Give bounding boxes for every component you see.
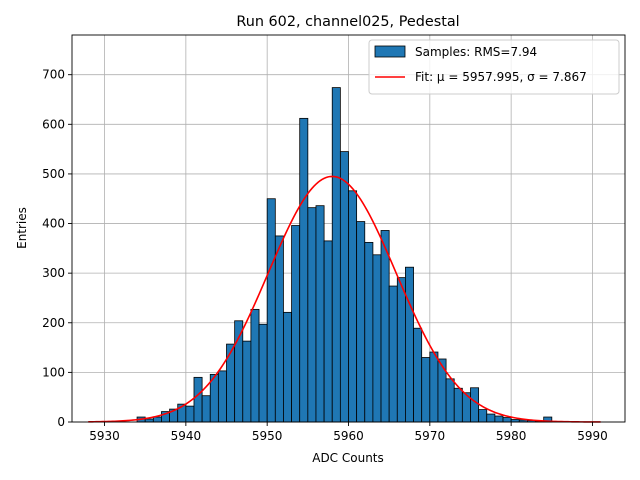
histogram-bar [348,190,358,423]
chart-title: Run 602, channel025, Pedestal [236,14,459,30]
y-tick-label: 500 [42,167,65,181]
legend: Samples: RMS=7.94 Fit: μ = 5957.995, σ =… [368,39,620,95]
y-tick-label: 100 [42,365,65,379]
histogram-bar [291,225,301,423]
x-tick-label: 5950 [252,429,283,443]
y-tick-label: 400 [42,217,65,231]
histogram-bar [258,323,268,423]
histogram-bar [299,117,309,423]
histogram-bar [421,357,431,423]
legend-label-fit: Fit: μ = 5957.995, σ = 7.867 [415,70,587,84]
histogram-bar [307,207,317,423]
histogram-bar [413,327,423,423]
y-axis-ticks: 0 100 200 300 400 500 600 700 [42,68,72,429]
y-tick-label: 600 [42,117,65,131]
histogram-bar [494,415,504,423]
histogram-bar [331,87,341,423]
histogram-bar [478,409,488,423]
legend-swatch-samples [374,45,406,58]
histogram-bar [193,376,203,423]
histogram-bar [453,387,463,423]
x-tick-label: 5990 [577,429,608,443]
y-tick-label: 700 [42,68,65,82]
histogram-bar [470,387,480,423]
histogram-bar [152,416,162,423]
legend-label-samples: Samples: RMS=7.94 [415,45,537,59]
legend-box [368,39,620,95]
x-tick-label: 5960 [333,429,364,443]
histogram-bar [388,285,398,423]
histogram-bar [364,241,374,423]
histogram-bar [437,358,447,423]
x-axis-label: ADC Counts [312,451,384,465]
y-tick-label: 300 [42,266,65,280]
histogram-bar [250,308,260,423]
x-tick-label: 5980 [496,429,527,443]
fit-curve [88,175,601,423]
histogram-bar [372,254,382,423]
y-tick-label: 0 [57,415,65,429]
histogram-bar [486,413,496,423]
histogram-bar [429,351,439,423]
histogram-bar [315,205,325,423]
x-tick-label: 5930 [89,429,120,443]
histogram-bar [380,230,390,423]
histogram-bar [242,340,252,423]
histogram-bar [185,405,195,423]
x-tick-label: 5970 [415,429,446,443]
histogram-bar [201,395,211,423]
histogram-bar [356,221,366,423]
x-axis-ticks: 5930 5940 5950 5960 5970 5980 5990 [89,422,608,443]
histogram-bar [405,266,414,423]
histogram-bar [396,277,406,423]
histogram-bar [283,311,292,423]
x-tick-label: 5940 [171,429,202,443]
y-tick-label: 200 [42,316,65,330]
y-axis-label: Entries [15,207,29,249]
histogram-bar [445,378,455,423]
histogram-bar [502,417,512,423]
histogram-bar [339,151,349,423]
histogram-bar [274,235,284,423]
histogram-bar [323,240,333,423]
histogram-bar [266,198,276,423]
histogram-bar [217,370,227,423]
